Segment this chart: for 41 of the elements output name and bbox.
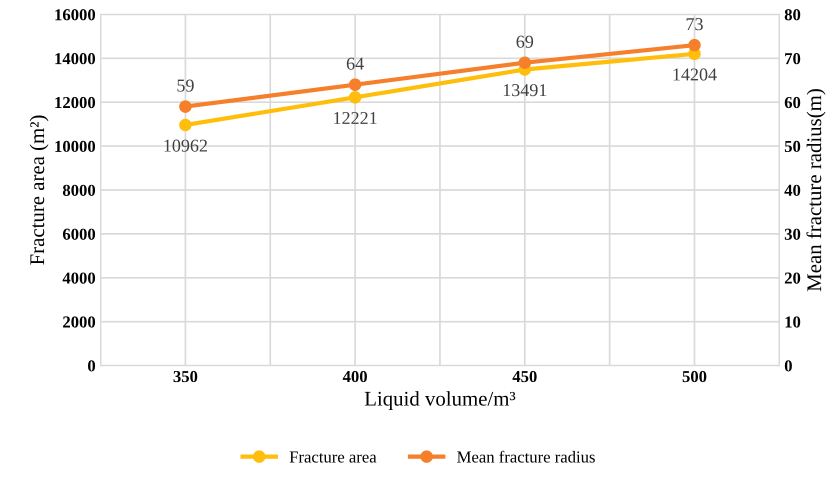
data-label: 13491 <box>504 84 546 96</box>
y-axis-title: Fracture area (m²) <box>30 116 48 265</box>
point <box>348 91 362 104</box>
y2-tick-label: 70 <box>785 53 800 64</box>
data-label: 64 <box>346 58 364 70</box>
y-tick-label: 2000 <box>63 316 96 328</box>
point <box>348 78 362 91</box>
x-tick-label: 500 <box>682 370 706 382</box>
x-tick-label: 400 <box>342 370 367 382</box>
y-tick-label: 0 <box>88 360 96 372</box>
data-label: 69 <box>516 36 534 48</box>
y-tick-label: 8000 <box>62 184 96 196</box>
point <box>518 56 532 69</box>
x-axis-title: Liquid volume/m³ <box>364 391 516 410</box>
y-tick-label: 4000 <box>62 272 96 284</box>
y-tick-label: 12000 <box>55 96 96 108</box>
point <box>688 38 701 52</box>
point <box>179 100 192 113</box>
y2-tick-label: 20 <box>784 272 800 284</box>
y-tick-label: 14000 <box>55 53 96 64</box>
y2-tick-label: 50 <box>784 140 800 152</box>
data-label: 12221 <box>334 112 377 124</box>
y-tick-label: 6000 <box>62 228 96 240</box>
legend-label: Fracture area <box>290 452 376 463</box>
y2-axis-title: Mean fracture radius(m) <box>806 89 826 292</box>
y2-tick-label: 80 <box>784 9 800 20</box>
data-label: 10962 <box>164 140 207 152</box>
y2-tick-label: 10 <box>786 316 800 328</box>
y2-tick-label: 0 <box>784 360 792 372</box>
y-tick-label: 16000 <box>55 9 96 20</box>
x-tick-label: 350 <box>174 370 198 382</box>
y2-tick-label: 30 <box>784 228 800 240</box>
data-label: 14204 <box>674 68 717 81</box>
y2-tick-label: 60 <box>784 96 800 108</box>
x-tick-label: 450 <box>512 370 537 382</box>
legend-label: Mean fracture radius <box>457 450 595 463</box>
data-label: 59 <box>177 80 194 92</box>
y-tick-label: 10000 <box>55 140 96 152</box>
y2-tick-label: 40 <box>784 184 800 196</box>
point <box>179 118 192 132</box>
data-label: 73 <box>686 18 703 30</box>
